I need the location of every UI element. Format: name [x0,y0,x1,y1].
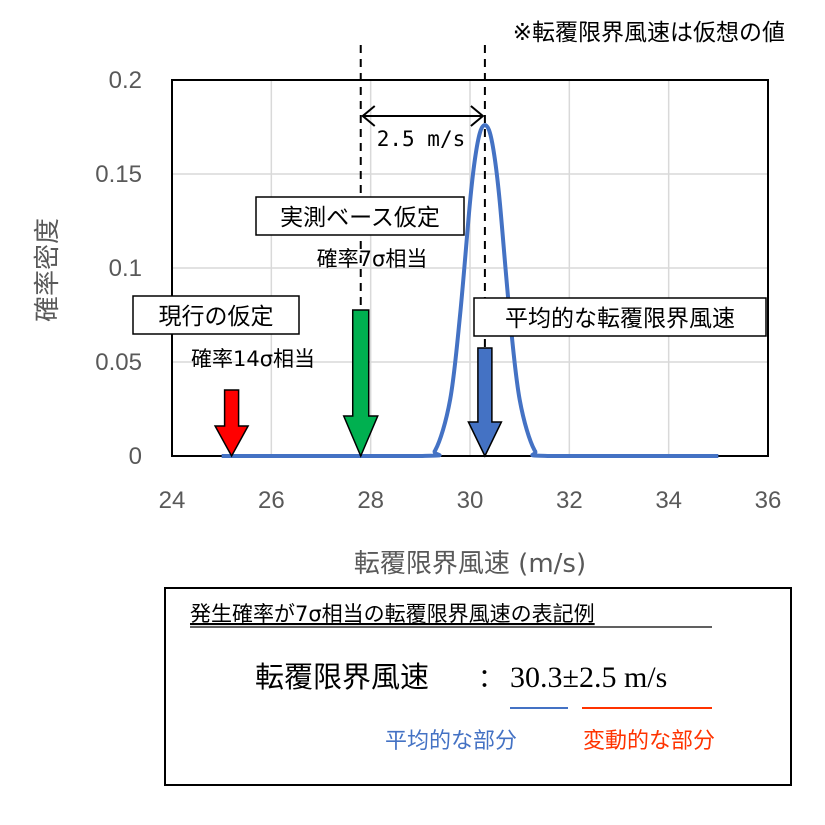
x-tick-labels: 24 26 28 30 32 34 36 [159,487,782,514]
example-main-label: 転覆限界風速 [255,660,429,694]
x-tick-label: 28 [357,487,384,514]
y-tick-label: 0.15 [95,161,142,188]
label-box-current [132,295,300,335]
example-box [164,587,792,786]
example-box-title: 発生確率が7σ相当の転覆限界風速の表記例 [190,602,595,626]
density-curve [221,123,719,459]
variable-part-label: 変動的な部分 [583,729,715,754]
label-current-assumption: 現行の仮定 [159,304,274,330]
example-value: 30.3±2.5 m/s [510,661,667,694]
arrow-measured-assumption [342,309,379,458]
y-axis-title: 確率密度 [33,218,63,322]
arrow-mean-wind-speed [467,347,503,458]
marker-arrows [213,309,503,458]
arrow-current-assumption [213,389,250,458]
x-tick-label: 24 [159,487,186,514]
label-box-measured [255,196,465,236]
label-measured-assumption: 実測ベース仮定 [280,205,440,231]
sublabel-measured-assumption: 確率7σ相当 [317,247,428,271]
x-axis-title: 転覆限界風速 (m/s) [354,549,586,579]
sublabel-current-assumption: 確率14σ相当 [191,347,315,371]
spread-label: 2.5 m/s [377,127,466,151]
plot-area-frame [171,79,769,457]
x-tick-label: 36 [755,487,782,514]
x-tick-label: 26 [258,487,285,514]
label-mean-wind-speed: 平均的な転覆限界風速 [505,306,735,332]
label-box-mean [473,297,767,337]
example-separator: ： [478,664,504,694]
y-tick-label: 0.2 [109,67,142,94]
chart-note: ※転覆限界風速は仮想の値 [513,20,785,46]
grid-lines [171,79,769,457]
y-tick-label: 0.1 [109,255,142,282]
y-tick-label: 0.05 [95,349,142,376]
x-tick-label: 30 [457,487,484,514]
spread-arrow [361,105,485,127]
x-tick-label: 32 [556,487,583,514]
y-tick-labels: 0 0.05 0.1 0.15 0.2 [95,67,142,470]
y-tick-label: 0 [129,443,142,470]
x-tick-label: 34 [655,487,682,514]
mean-part-label: 平均的な部分 [385,729,517,754]
